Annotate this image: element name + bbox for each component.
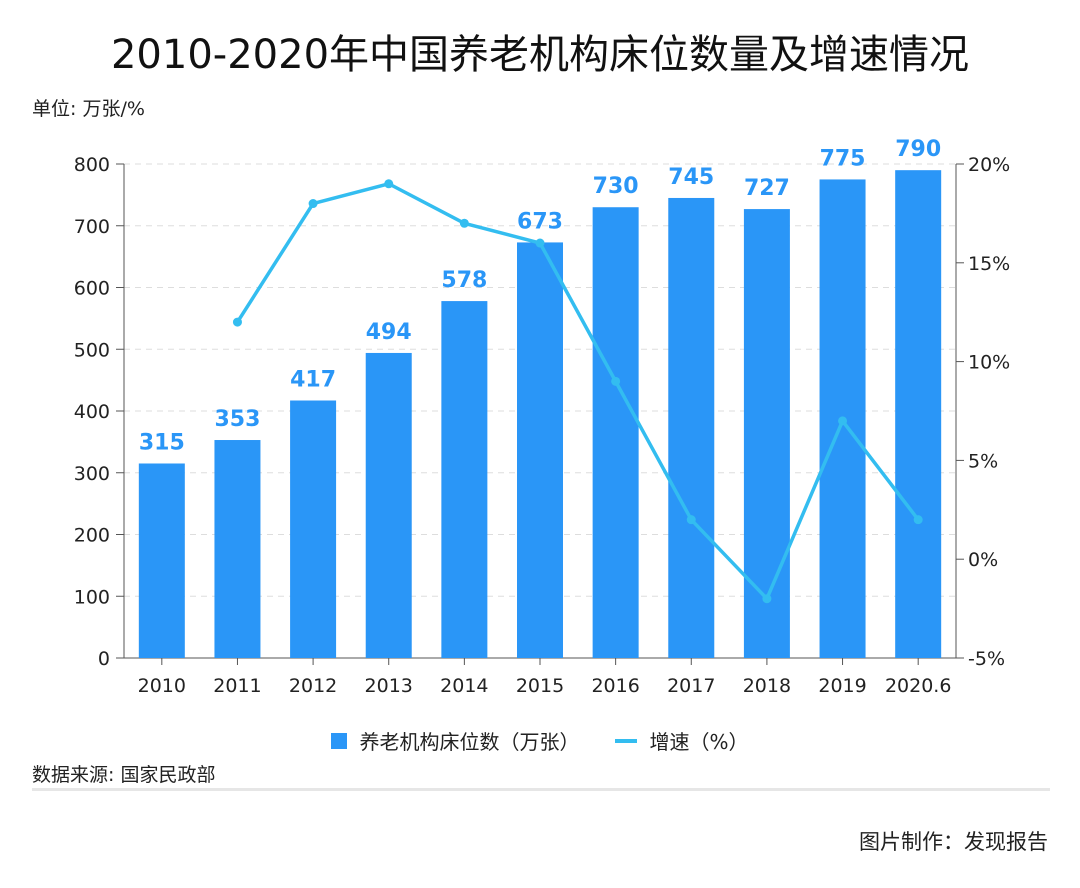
growth-point xyxy=(459,218,469,228)
legend-item-line: 增速（%） xyxy=(615,726,749,755)
y-left-tick-label: 500 xyxy=(74,339,110,361)
bar-value-label: 578 xyxy=(441,268,487,293)
growth-point xyxy=(762,594,772,604)
x-tick-label: 2017 xyxy=(667,675,715,697)
x-tick-label: 2012 xyxy=(289,675,337,697)
y-left-tick-label: 800 xyxy=(74,154,110,176)
bar-value-label: 775 xyxy=(820,146,866,171)
y-right-tick-label: 0% xyxy=(968,549,998,571)
chart-title: 2010-2020年中国养老机构床位数量及增速情况 xyxy=(110,32,970,78)
bar xyxy=(517,242,563,659)
bar-value-label: 730 xyxy=(593,174,639,199)
bar xyxy=(214,440,261,658)
y-left-tick-label: 0 xyxy=(98,648,110,670)
bar xyxy=(592,207,639,658)
growth-point xyxy=(838,416,848,426)
legend: 养老机构床位数（万张） 增速（%） xyxy=(0,726,1080,755)
growth-point xyxy=(384,179,394,189)
y-left-tick-label: 200 xyxy=(74,525,110,547)
bar-value-label: 745 xyxy=(668,165,714,190)
x-tick-label: 2013 xyxy=(365,675,413,697)
x-tick-label: 2010 xyxy=(138,675,186,697)
legend-line-swatch xyxy=(615,738,638,743)
y-right-tick-label: 10% xyxy=(968,352,1010,374)
legend-bar-label: 养老机构床位数（万张） xyxy=(359,730,580,754)
growth-point xyxy=(686,515,696,525)
divider xyxy=(32,788,1050,791)
legend-line-label: 增速（%） xyxy=(649,730,749,754)
y-left-tick-label: 300 xyxy=(74,463,110,485)
x-tick-label: 2011 xyxy=(213,675,261,697)
y-left-tick-label: 600 xyxy=(74,278,110,300)
x-tick-label: 2020.6 xyxy=(885,675,951,697)
y-left-tick-label: 100 xyxy=(74,586,110,608)
data-source: 数据来源: 国家民政部 xyxy=(32,764,216,786)
x-tick-label: 2015 xyxy=(516,675,564,697)
y-left-tick-label: 400 xyxy=(74,401,110,423)
growth-point xyxy=(913,515,923,525)
legend-bar-swatch xyxy=(331,732,348,749)
bar-value-label: 494 xyxy=(366,320,412,345)
x-tick-label: 2016 xyxy=(591,675,639,697)
y-right-tick-label: 20% xyxy=(968,154,1010,176)
bar xyxy=(743,209,790,658)
x-tick-label: 2014 xyxy=(440,675,488,697)
bar-value-label: 790 xyxy=(895,137,941,162)
bar-value-label: 353 xyxy=(214,407,260,432)
bar xyxy=(290,400,337,658)
growth-line xyxy=(235,182,920,601)
bar-value-label: 315 xyxy=(139,430,185,455)
bar-value-label: 673 xyxy=(517,209,563,234)
bar-value-label: 417 xyxy=(290,368,336,393)
bar-value-label: 727 xyxy=(744,176,790,201)
legend-item-bars: 养老机构床位数（万张） xyxy=(331,726,579,755)
bar xyxy=(441,301,488,658)
bar xyxy=(668,197,715,658)
y-left-tick-label: 700 xyxy=(74,216,110,238)
growth-point xyxy=(232,317,242,327)
growth-point xyxy=(308,199,318,209)
growth-point xyxy=(611,376,621,386)
unit-label: 单位: 万张/% xyxy=(32,98,145,120)
bar xyxy=(895,170,942,659)
combo-chart: 0 100 200 300 400 500 600 700 800 -5% 0% 5% 10% 15% 20… xyxy=(74,137,1011,697)
bar xyxy=(138,463,185,658)
y-right-tick-label: 5% xyxy=(968,450,998,472)
x-tick-label: 2019 xyxy=(818,675,866,697)
y-right-tick-label: -5% xyxy=(968,648,1005,670)
x-tick-label: 2018 xyxy=(743,675,791,697)
image-credit: 图片制作：发现报告 xyxy=(859,830,1048,854)
y-right-tick-label: 15% xyxy=(968,253,1010,275)
growth-point xyxy=(535,238,545,248)
bar xyxy=(365,352,412,658)
